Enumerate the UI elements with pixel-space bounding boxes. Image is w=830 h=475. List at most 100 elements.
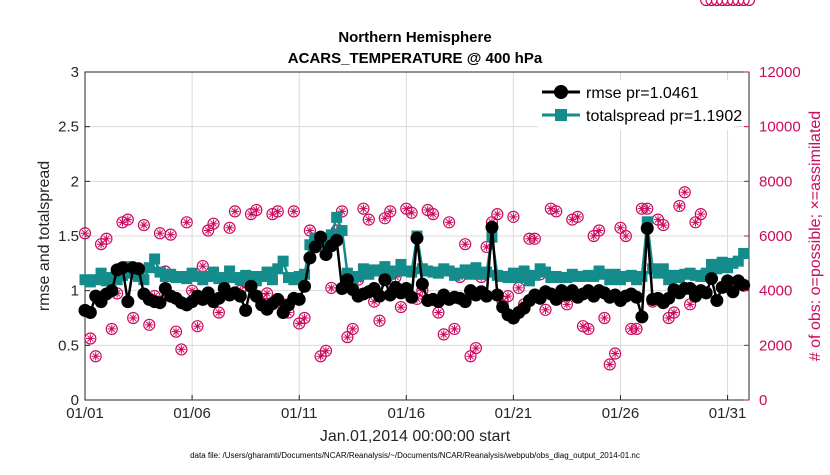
rmse-point [710, 294, 724, 308]
obs-possible-circle [373, 314, 386, 327]
rmse-point [115, 261, 129, 275]
obs-assimilated-star [573, 212, 582, 222]
obs-possible-circle [287, 205, 300, 218]
obs-assimilated-star [643, 204, 652, 213]
totalspread-point [636, 270, 648, 282]
obs-possible-circle [223, 221, 236, 234]
obs-count-marker [464, 350, 477, 363]
totalspread-point [218, 272, 230, 284]
obs-count-marker [180, 216, 193, 229]
obs-count-marker [137, 218, 151, 232]
rmse-point [132, 262, 146, 276]
rmse-point [699, 286, 713, 300]
rmse-point [298, 279, 312, 293]
obs-possible-circle [394, 300, 408, 314]
obs-count-marker [394, 300, 408, 314]
obs-count-marker [191, 320, 204, 333]
obs-possible-circle [384, 205, 397, 218]
obs-count-marker [609, 347, 622, 360]
obs-possible-circle [539, 303, 552, 316]
totalspread-series [79, 211, 750, 288]
obs-possible-circle [726, 0, 740, 7]
obs-count-marker [528, 232, 541, 245]
obs-count-marker [260, 287, 274, 300]
obs-count-marker [742, 0, 756, 7]
y-tick-label: 2.5 [58, 119, 79, 136]
obs-count-marker [341, 331, 354, 344]
y-axis-label: rmse and totalspread [36, 161, 53, 311]
obs-assimilated-star [610, 349, 620, 358]
obs-possible-circle [319, 344, 333, 357]
obs-possible-circle [742, 0, 756, 7]
obs-assimilated-star [605, 360, 614, 369]
obs-possible-circle [469, 341, 483, 355]
obs-assimilated-star [187, 286, 197, 295]
totalspread-point [641, 216, 653, 228]
totalspread-point [208, 266, 220, 278]
obs-count-marker [196, 259, 209, 273]
rmse-point [630, 290, 644, 304]
obs-assimilated-star [691, 218, 700, 227]
obs-possible-circle [212, 306, 225, 319]
obs-assimilated-star [300, 313, 309, 323]
obs-assimilated-star [386, 207, 395, 216]
obs-assimilated-star [509, 212, 518, 222]
obs-assimilated-star [514, 283, 523, 293]
obs-count-marker [325, 281, 338, 295]
obs-possible-circle [228, 205, 242, 218]
obs-assimilated-star [402, 204, 411, 213]
obs-possible-circle [405, 206, 418, 219]
rmse-point [415, 277, 429, 291]
totalspread-point [390, 265, 402, 277]
obs-assimilated-star [107, 324, 116, 334]
rmse-point [705, 272, 719, 286]
obs-possible-circle [357, 202, 370, 215]
totalspread-point [657, 263, 669, 275]
obs-count-marker [710, 0, 723, 7]
obs-count-marker [437, 328, 450, 341]
obs-assimilated-star [273, 207, 282, 216]
obs-assimilated-star [128, 313, 138, 323]
obs-possible-circle [143, 318, 156, 331]
obs-count-marker [603, 358, 616, 371]
rmse-point [721, 274, 735, 288]
totalspread-point [352, 270, 364, 282]
obs-possible-circle [105, 322, 118, 336]
obs-count-marker [319, 344, 333, 357]
y2-tick-label: 2000 [759, 337, 792, 354]
obs-count-marker [738, 0, 750, 7]
chart-title: Northern Hemisphere [338, 29, 491, 46]
obs-assimilated-star [621, 231, 631, 241]
obs-possible-circle [271, 205, 284, 218]
obs-possible-circle [710, 0, 723, 7]
obs-possible-circle [721, 0, 734, 7]
totalspread-point [95, 267, 107, 279]
legend-spread-label: totalspread pr=1.1902 [586, 108, 742, 125]
totalspread-point [224, 265, 236, 277]
x-axis-label: Jan.01,2014 00:00:00 start [320, 428, 511, 445]
obs-count-marker [164, 228, 177, 241]
obs-assimilated-star [359, 204, 368, 213]
y-tick-label: 0.5 [58, 337, 79, 354]
obs-assimilated-star [182, 218, 191, 227]
obs-assimilated-star [466, 352, 475, 361]
obs-assimilated-star [659, 220, 668, 230]
rmse-point [121, 295, 135, 309]
obs-possible-circle [667, 306, 681, 319]
obs-possible-circle [550, 205, 563, 218]
rmse-point [244, 279, 258, 293]
obs-assimilated-star [86, 334, 95, 343]
totalspread-point [406, 266, 418, 278]
obs-assimilated-star [343, 332, 352, 342]
obs-assimilated-star [209, 219, 218, 228]
obs-assimilated-star [327, 283, 336, 293]
obs-count-marker [694, 208, 707, 221]
obs-possible-circle [164, 228, 177, 241]
obs-assimilated-star [584, 324, 593, 334]
obs-possible-circle [443, 216, 456, 229]
x-tick-label: 01/01 [66, 405, 104, 422]
obs-possible-circle [362, 213, 375, 226]
obs-possible-circle [121, 213, 134, 226]
obs-count-marker [426, 208, 440, 221]
obs-count-marker [78, 227, 92, 240]
